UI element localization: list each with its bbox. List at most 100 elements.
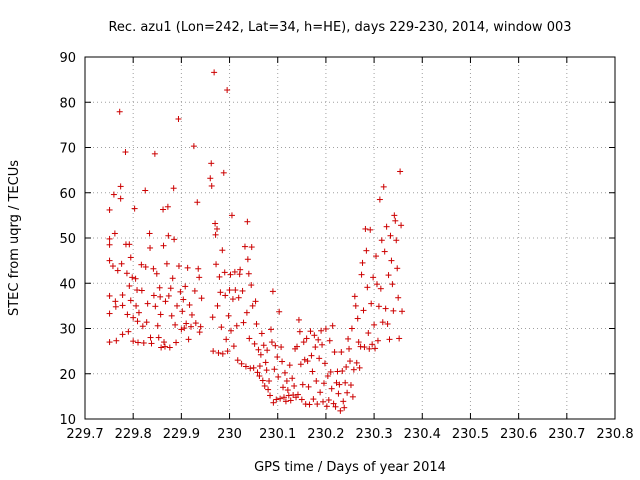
y-tick-label: 20 (59, 368, 76, 383)
x-tick-label: 230.2 (307, 427, 344, 442)
scatter-point (131, 205, 138, 212)
scatter-point (171, 236, 178, 243)
scatter-point (312, 344, 319, 351)
scatter-point (146, 230, 153, 237)
scatter-point (164, 203, 171, 210)
x-tick-label: 230.3 (355, 427, 392, 442)
scatter-point (172, 321, 179, 328)
scatter-point (364, 284, 371, 291)
scatter-point (383, 223, 390, 230)
scatter-point (175, 115, 182, 122)
y-axis-label: STEC from uqrg / TECUs (7, 160, 22, 316)
scatter-point (313, 377, 320, 384)
scatter-point (391, 212, 398, 219)
scatter-point (181, 325, 188, 332)
scatter-point (106, 310, 113, 317)
scatter-points (106, 69, 406, 414)
scatter-point (325, 396, 332, 403)
scatter-point (268, 339, 275, 346)
scatter-point (316, 355, 323, 362)
scatter-point (139, 323, 146, 330)
scatter-point (296, 328, 303, 335)
scatter-point (122, 149, 129, 156)
scatter-point (349, 393, 356, 400)
scatter-point (323, 403, 330, 410)
scatter-point (241, 243, 248, 250)
axis-ticks: 229.7 229.8 229.9 230 230.1 230.2 230.3 230.4 23… (59, 51, 633, 442)
x-tick-label: 230.6 (500, 427, 537, 442)
scatter-point (362, 225, 369, 232)
scatter-point (165, 232, 172, 239)
scatter-point (303, 335, 310, 342)
scatter-point (267, 392, 274, 399)
y-tick-label: 80 (59, 96, 76, 111)
scatter-point (376, 196, 383, 203)
scatter-point (224, 87, 231, 94)
scatter-point (294, 391, 301, 398)
y-tick-label: 50 (59, 232, 76, 247)
scatter-point (276, 308, 283, 315)
scatter-point (385, 272, 392, 279)
scatter-point (147, 334, 154, 341)
scatter-point (255, 346, 262, 353)
scatter-point (118, 260, 125, 267)
scatter-point (350, 366, 357, 373)
scatter-point (124, 311, 131, 318)
scatter-point (140, 339, 147, 346)
scatter-point (132, 275, 139, 282)
scatter-point (375, 303, 382, 310)
scatter-point (168, 312, 175, 319)
scatter-point (188, 311, 195, 318)
scatter-point (355, 339, 362, 346)
scatter-point (142, 187, 149, 194)
scatter-point (246, 335, 253, 342)
scatter-point (373, 253, 380, 260)
scatter-point (287, 397, 294, 404)
scatter-point (166, 344, 173, 351)
scatter-point (225, 312, 232, 319)
scatter-point (388, 257, 395, 264)
scatter-point (315, 336, 322, 343)
scatter-point (198, 295, 205, 302)
scatter-point (352, 302, 359, 309)
y-tick-label: 10 (59, 413, 76, 428)
scatter-point (244, 218, 251, 225)
scatter-point (113, 337, 120, 344)
scatter-point (214, 225, 221, 232)
scatter-point (209, 314, 216, 321)
scatter-point (212, 231, 219, 238)
scatter-point (373, 281, 380, 288)
scatter-point (273, 396, 280, 403)
scatter-point (280, 384, 287, 391)
scatter-point (277, 395, 284, 402)
scatter-point (359, 259, 366, 266)
scatter-point (301, 356, 308, 363)
scatter-point (332, 403, 339, 410)
scatter-point (240, 319, 247, 326)
scatter-point (280, 394, 287, 401)
scatter-point (381, 248, 388, 255)
scatter-point (265, 386, 272, 393)
scatter-point (397, 168, 404, 175)
scatter-point (233, 322, 240, 329)
scatter-point (274, 354, 281, 361)
scatter-point (361, 344, 368, 351)
scatter-point (262, 359, 269, 366)
scatter-point (138, 287, 145, 294)
scatter-point (161, 339, 168, 346)
plot-frame (84, 56, 616, 420)
scatter-point (114, 267, 121, 274)
scatter-point (382, 305, 389, 312)
scatter-point (243, 309, 250, 316)
scatter-point (390, 307, 397, 314)
scatter-point (170, 185, 177, 192)
scatter-point (116, 108, 123, 115)
scatter-point (119, 292, 126, 299)
scatter-point (347, 358, 353, 365)
scatter-point (177, 288, 184, 295)
scatter-point (163, 260, 170, 267)
scatter-point (272, 342, 279, 349)
scatter-point (127, 254, 134, 261)
scatter-point (353, 359, 360, 366)
scatter-point (380, 183, 387, 190)
